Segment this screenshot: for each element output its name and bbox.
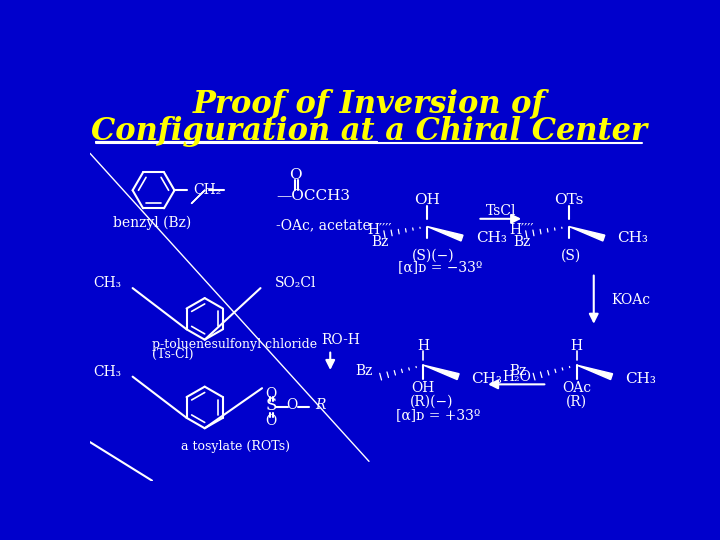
Text: (Ts-Cl): (Ts-Cl) [152, 348, 194, 361]
Text: H′′′′: H′′′′ [510, 224, 534, 238]
Text: —OCCH3: —OCCH3 [276, 188, 350, 202]
Text: -OAc, acetate: -OAc, acetate [276, 218, 371, 232]
Polygon shape [569, 226, 605, 241]
Text: CH₃: CH₃ [476, 231, 507, 245]
Text: S: S [266, 397, 277, 414]
Text: Bz: Bz [356, 364, 373, 378]
Text: CH₃: CH₃ [625, 372, 656, 386]
Text: Bz: Bz [509, 364, 526, 378]
Text: Proof of Inversion of: Proof of Inversion of [193, 88, 545, 119]
Text: O: O [266, 414, 277, 428]
Text: (R): (R) [566, 395, 588, 409]
Text: O: O [287, 398, 298, 412]
Text: [α]ᴅ = +33º: [α]ᴅ = +33º [396, 408, 480, 422]
Text: R: R [315, 398, 325, 412]
Text: benzyl (Bz): benzyl (Bz) [113, 215, 191, 230]
Polygon shape [577, 365, 613, 380]
Text: Bz: Bz [371, 235, 388, 249]
Text: CH₂: CH₂ [193, 183, 221, 197]
Text: CH₃: CH₃ [472, 372, 502, 386]
Text: CH₃: CH₃ [93, 276, 121, 291]
Text: O: O [266, 387, 277, 401]
Polygon shape [427, 226, 463, 241]
Text: CH₃: CH₃ [617, 231, 648, 245]
Text: (R)(−): (R)(−) [410, 395, 454, 409]
Text: (S): (S) [560, 249, 580, 263]
Text: Bz: Bz [513, 235, 530, 249]
Text: p-toluenesulfonyl chloride: p-toluenesulfonyl chloride [152, 338, 317, 351]
Text: O: O [289, 168, 302, 182]
Text: OH: OH [412, 381, 435, 395]
Text: RO-H: RO-H [321, 334, 360, 347]
Text: OTs: OTs [554, 193, 584, 206]
Text: H: H [571, 339, 582, 353]
Text: H₂O: H₂O [502, 370, 531, 383]
Text: [α]ᴅ = −33º: [α]ᴅ = −33º [398, 260, 483, 274]
Text: OAc: OAc [562, 381, 591, 395]
Text: H: H [418, 339, 429, 353]
Polygon shape [423, 365, 459, 380]
Text: H′′′′: H′′′′ [368, 224, 392, 238]
Text: CH₃: CH₃ [93, 365, 121, 379]
Text: (S)(−): (S)(−) [412, 249, 454, 263]
Text: SO₂Cl: SO₂Cl [274, 276, 316, 291]
Text: KOAc: KOAc [611, 293, 650, 307]
Text: a tosylate (ROTs): a tosylate (ROTs) [181, 440, 290, 453]
Text: TsCl: TsCl [485, 204, 516, 218]
Text: Configuration at a Chiral Center: Configuration at a Chiral Center [91, 116, 647, 147]
Text: OH: OH [414, 193, 440, 206]
